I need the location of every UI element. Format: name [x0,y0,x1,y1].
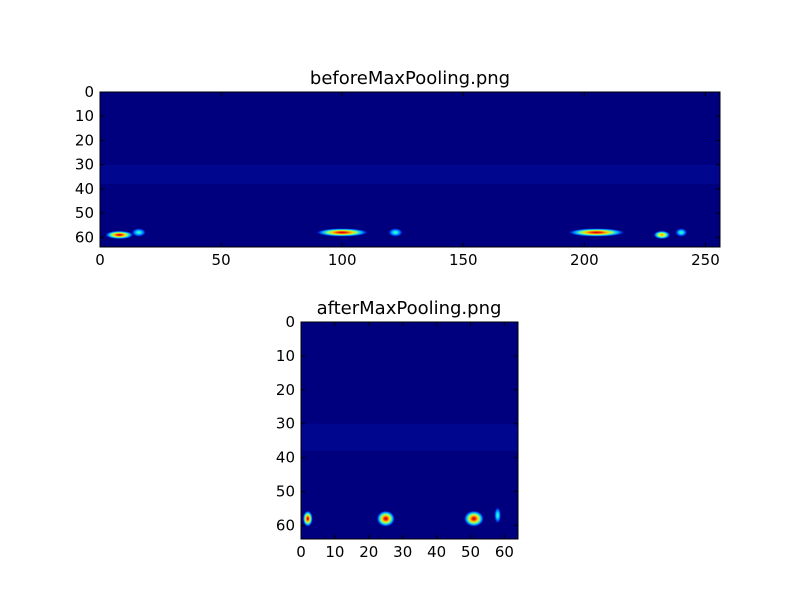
heatmap-hotspot [388,228,403,237]
heatmap-after [301,322,518,539]
x-tick-label: 40 [427,543,446,561]
y-tick-label: 0 [285,313,295,331]
x-tick-label: 50 [212,251,231,269]
heatmap-hotspot [675,228,688,237]
heatmap-hotspot [653,230,671,240]
x-tick-label: 10 [325,543,344,561]
heatmap-haze [100,164,720,185]
x-tick-label: 30 [393,543,412,561]
heatmap-hotspot [567,228,626,237]
heatmap-hotspot [376,510,396,527]
y-tick-label: 50 [276,483,295,501]
x-tick-label: 50 [461,543,480,561]
heatmap-hotspot [463,510,485,527]
heatmap-haze [301,423,518,451]
x-tick-label: 150 [449,251,478,269]
heatmap-hotspot [131,228,147,237]
y-tick-label: 10 [75,107,94,125]
heatmap-before [100,92,720,247]
heatmap-background [301,322,518,539]
x-tick-label: 200 [570,251,599,269]
y-tick-label: 40 [75,180,94,198]
y-tick-label: 60 [75,228,94,246]
y-tick-label: 50 [75,204,94,222]
axes-frame-before [99,91,721,248]
y-tick-label: 20 [276,381,295,399]
chart-title-after: afterMaxPooling.png [317,298,502,319]
y-tick-label: 20 [75,131,94,149]
heatmap-hotspot [315,228,369,237]
x-tick-label: 20 [359,543,378,561]
heatmap-background [100,92,720,247]
y-tick-label: 10 [276,347,295,365]
y-tick-label: 40 [276,449,295,467]
chart-title-before: beforeMaxPooling.png [310,68,510,89]
heatmap-hotspot [104,230,134,240]
y-tick-label: 30 [75,156,94,174]
x-tick-label: 250 [691,251,720,269]
heatmap-hotspot [302,510,313,527]
x-tick-label: 60 [495,543,514,561]
x-tick-label: 100 [328,251,357,269]
heatmap-hotspot [494,507,502,524]
ticks-before: 0 50 100 150 200 250 0 10 20 30 40 50 60 [75,83,720,269]
x-tick-label: 0 [296,543,306,561]
panel-before-max-pooling: beforeMaxPooling.png 0 50 100 150 200 250 0 10 2… [75,68,721,269]
y-tick-label: 30 [276,415,295,433]
axes-frame-after [300,321,519,540]
y-tick-label: 0 [84,83,94,101]
x-tick-label: 0 [95,251,105,269]
y-tick-label: 60 [276,516,295,534]
panel-after-max-pooling: afterMaxPooling.png 0 10 20 30 40 50 600102030… [276,298,519,561]
